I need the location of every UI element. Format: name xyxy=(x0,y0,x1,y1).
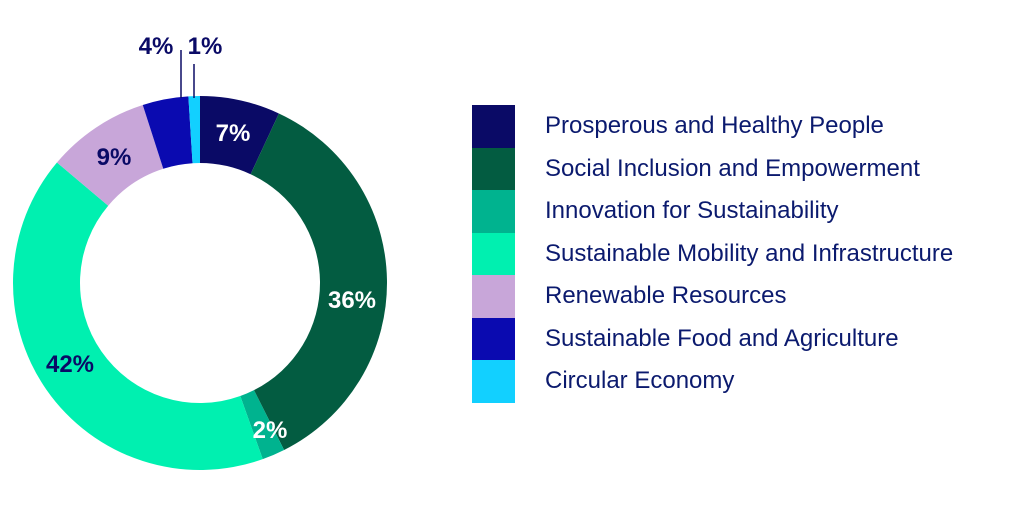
legend-label: Sustainable Mobility and Infrastructure xyxy=(545,239,954,267)
legend-item-prosperous-and-healthy-people: Prosperous and Healthy People xyxy=(472,105,1032,148)
slice-prosperous-and-healthy-people xyxy=(200,96,279,175)
chart-legend: Prosperous and Healthy People Social Incl… xyxy=(472,105,1032,403)
legend-item-renewable-resources: Renewable Resources xyxy=(472,275,1032,318)
legend-swatch xyxy=(472,105,515,148)
legend-swatch xyxy=(472,275,515,318)
legend-swatch xyxy=(472,190,515,233)
slice-social-inclusion-and-empowerment xyxy=(250,113,388,451)
legend-item-sustainable-food-and-agriculture: Sustainable Food and Agriculture xyxy=(472,317,1032,360)
legend-item-circular-economy: Circular Economy xyxy=(472,360,1032,403)
legend-label: Social Inclusion and Empowerment xyxy=(545,154,920,182)
slice-label-social-inclusion-and-empowerment: 36% xyxy=(328,287,376,314)
slice-labels: 7% 36% 2% 42% 9% 4% 1% xyxy=(46,33,376,444)
legend-swatch xyxy=(472,360,515,403)
donut-slices xyxy=(12,96,388,471)
legend-label: Sustainable Food and Agriculture xyxy=(545,324,899,352)
legend-label: Renewable Resources xyxy=(545,282,787,310)
legend-swatch xyxy=(472,232,515,275)
legend-item-innovation-for-sustainability: Innovation for Sustainability xyxy=(472,190,1032,233)
slice-label-sustainable-mobility-and-infrastructure: 42% xyxy=(46,351,94,378)
legend-label: Innovation for Sustainability xyxy=(545,197,839,225)
slice-sustainable-mobility-and-infrastructure xyxy=(12,162,263,471)
legend-label: Circular Economy xyxy=(545,367,735,395)
legend-item-sustainable-mobility-and-infrastructure: Sustainable Mobility and Infrastructure xyxy=(472,232,1032,275)
slice-renewable-resources xyxy=(56,104,164,206)
legend-swatch xyxy=(472,317,515,360)
slice-innovation-for-sustainability xyxy=(240,390,285,460)
slice-label-renewable-resources: 9% xyxy=(97,144,132,171)
slice-label-innovation-for-sustainability: 2% xyxy=(253,417,288,444)
legend-item-social-inclusion-and-empowerment: Social Inclusion and Empowerment xyxy=(472,147,1032,190)
slice-label-sustainable-food-and-agriculture: 4% xyxy=(139,33,174,60)
slice-sustainable-food-and-agriculture xyxy=(142,96,193,169)
slice-label-circular-economy: 1% xyxy=(188,33,223,60)
slice-label-prosperous-and-healthy-people: 7% xyxy=(216,120,251,147)
legend-swatch xyxy=(472,147,515,190)
legend-label: Prosperous and Healthy People xyxy=(545,112,884,140)
slice-circular-economy xyxy=(188,96,200,164)
